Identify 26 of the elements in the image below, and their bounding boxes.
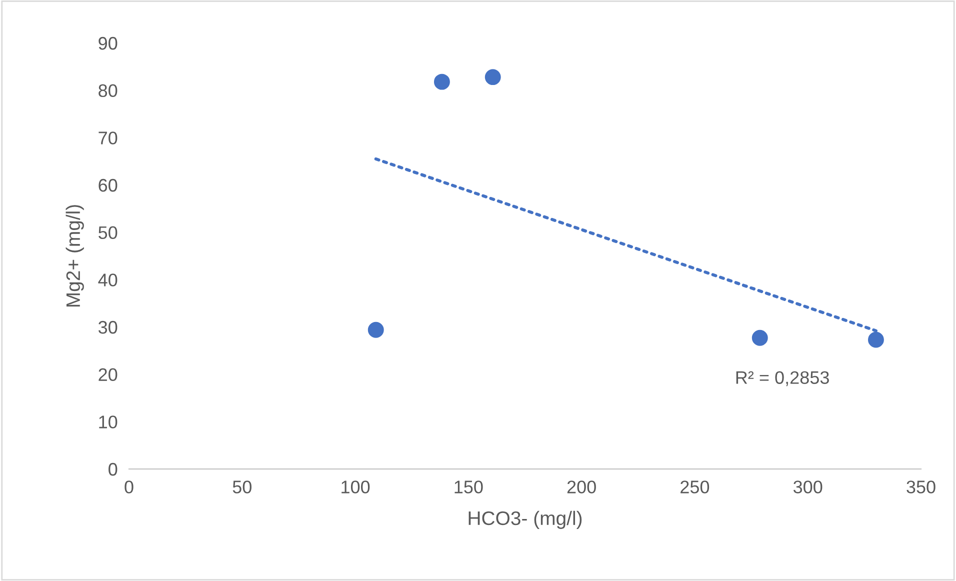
annotation: R² = 0,2853 bbox=[736, 371, 829, 386]
x-tick-label: 200 bbox=[567, 480, 596, 494]
y-tick-label: 70 bbox=[98, 132, 118, 144]
y-tick-label: 20 bbox=[98, 368, 118, 382]
x-tick-label: 250 bbox=[680, 480, 710, 494]
y-tick-label: 10 bbox=[99, 416, 118, 428]
y-tick-label: 60 bbox=[98, 178, 118, 192]
x-tick-label: 0 bbox=[124, 480, 134, 494]
x-tick-label: 300 bbox=[793, 480, 822, 494]
point bbox=[868, 332, 884, 348]
x-tick-label: 150 bbox=[454, 480, 483, 494]
y-tick-label: 30 bbox=[98, 320, 118, 334]
y-axis-title: Mg2+ (mg/l) bbox=[66, 205, 84, 307]
point bbox=[484, 69, 501, 86]
point bbox=[752, 330, 768, 346]
y-tick-label: 50 bbox=[98, 226, 118, 240]
x-tick-label: 50 bbox=[232, 480, 252, 494]
x-tick-label: 350 bbox=[906, 480, 936, 494]
y-tick-label: 90 bbox=[98, 36, 118, 50]
point bbox=[368, 322, 384, 338]
x-tick-label: 100 bbox=[342, 480, 370, 494]
point bbox=[434, 74, 450, 90]
x-axis-title: HCO3- (mg/l) bbox=[468, 510, 582, 529]
y-tick-label: 80 bbox=[98, 84, 118, 98]
y-tick-label: 40 bbox=[98, 274, 118, 286]
y-tick-label: 0 bbox=[108, 462, 118, 476]
